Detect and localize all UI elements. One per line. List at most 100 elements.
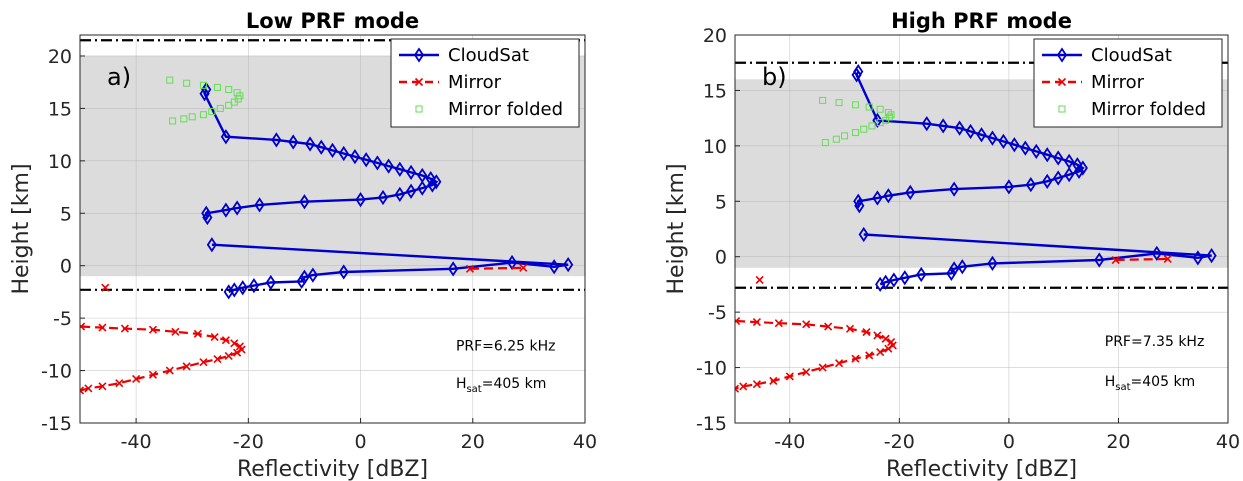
data-point (165, 366, 174, 375)
data-point (965, 123, 976, 140)
data-point (832, 135, 840, 143)
data-point (880, 274, 891, 290)
data-point (876, 105, 884, 113)
panel-label: a) (107, 63, 131, 91)
series-line (735, 319, 895, 390)
data-point (853, 193, 864, 209)
data-point (1031, 143, 1042, 160)
legend-label: Mirror folded (1091, 99, 1206, 120)
data-point (1042, 147, 1053, 163)
legend-label: CloudSat (448, 45, 529, 66)
series-mirror (735, 254, 1172, 393)
data-point (199, 81, 207, 89)
chart-panel-1: -40 -20 0 20 40 -15 -10 -5 0 5 10 15 20 Reflectivity … (9, 9, 597, 481)
data-point (519, 263, 528, 272)
data-point (148, 370, 158, 379)
y-tick-label: -10 (41, 361, 72, 383)
data-point (223, 284, 234, 300)
series-cloudsat-segment (206, 237, 574, 300)
legend-label: Mirror (1091, 72, 1145, 93)
data-point (868, 122, 876, 130)
annotation-hsat: Hsat=405 km (456, 376, 546, 395)
data-point (216, 104, 224, 112)
data-point (1206, 247, 1217, 264)
data-point (921, 116, 932, 132)
y-tick-label: -15 (41, 413, 72, 435)
data-point (208, 108, 216, 116)
annotation-group: PRF=6.25 kHz Hsat=405 km (456, 338, 556, 395)
data-point (735, 384, 740, 393)
data-point (1064, 167, 1075, 183)
data-point (1042, 173, 1053, 189)
data-point (1009, 137, 1020, 153)
data-point (448, 261, 459, 277)
data-point (881, 334, 890, 343)
data-point (237, 345, 246, 354)
data-point (1163, 254, 1172, 263)
data-point (845, 324, 855, 333)
x-axis-label: Reflectivity [dBZ] (237, 457, 428, 481)
data-point (851, 67, 862, 83)
legend-item-cloudsat: CloudSat (399, 45, 529, 66)
data-point (835, 99, 843, 107)
data-point (852, 101, 860, 109)
data-point (355, 192, 366, 208)
data-point (148, 325, 158, 334)
data-point (248, 278, 260, 294)
legend-item-mirror: Mirror (399, 72, 502, 93)
data-point (180, 115, 188, 123)
y-tick-label: 5 (715, 191, 727, 213)
legend-label: CloudSat (1091, 45, 1172, 66)
y-tick-label: -5 (708, 302, 727, 324)
data-point (752, 318, 761, 327)
y-tick-label: 10 (703, 136, 727, 158)
data-point (821, 139, 829, 147)
x-tick-label: 40 (1216, 431, 1240, 453)
data-point (199, 111, 207, 119)
data-point (307, 267, 318, 283)
data-point (987, 255, 998, 271)
data-point (202, 209, 213, 226)
y-tick-label: 0 (715, 247, 727, 269)
data-point (84, 384, 93, 393)
data-point (1057, 77, 1067, 87)
data-point (739, 382, 748, 391)
data-point (873, 331, 882, 340)
annotation-hsat: Hsat=405 km (1105, 374, 1195, 393)
y-tick-label: -10 (696, 358, 727, 380)
y-tick-label: 20 (48, 46, 72, 68)
data-point (415, 105, 423, 113)
data-point (1056, 47, 1068, 63)
data-point (224, 351, 233, 360)
legend-item-mirror-folded: Mirror folded (415, 99, 563, 120)
data-point (465, 264, 475, 273)
data-point (349, 149, 361, 165)
data-point (876, 119, 884, 127)
data-point (304, 136, 316, 152)
data-point (413, 47, 425, 63)
data-point (265, 274, 276, 291)
y-tick-label: 10 (48, 151, 72, 173)
data-point (101, 283, 110, 292)
data-point (193, 329, 202, 338)
data-point (858, 226, 869, 243)
data-point (875, 276, 886, 293)
data-point (872, 190, 883, 206)
data-point (824, 322, 833, 331)
panel-label: b) (762, 63, 787, 91)
data-point (120, 324, 129, 333)
series-cloudsat (199, 81, 442, 226)
x-tick-label: -40 (121, 431, 152, 453)
series-line (1115, 257, 1168, 262)
data-point (182, 362, 191, 371)
data-point (954, 120, 965, 136)
data-point (377, 189, 389, 206)
data-point (299, 194, 310, 210)
data-point (563, 257, 574, 273)
data-point (957, 259, 968, 275)
data-point (405, 164, 417, 180)
data-point (220, 202, 231, 218)
data-point (361, 152, 372, 168)
x-tick-label: 40 (573, 431, 597, 453)
data-point (225, 86, 233, 94)
